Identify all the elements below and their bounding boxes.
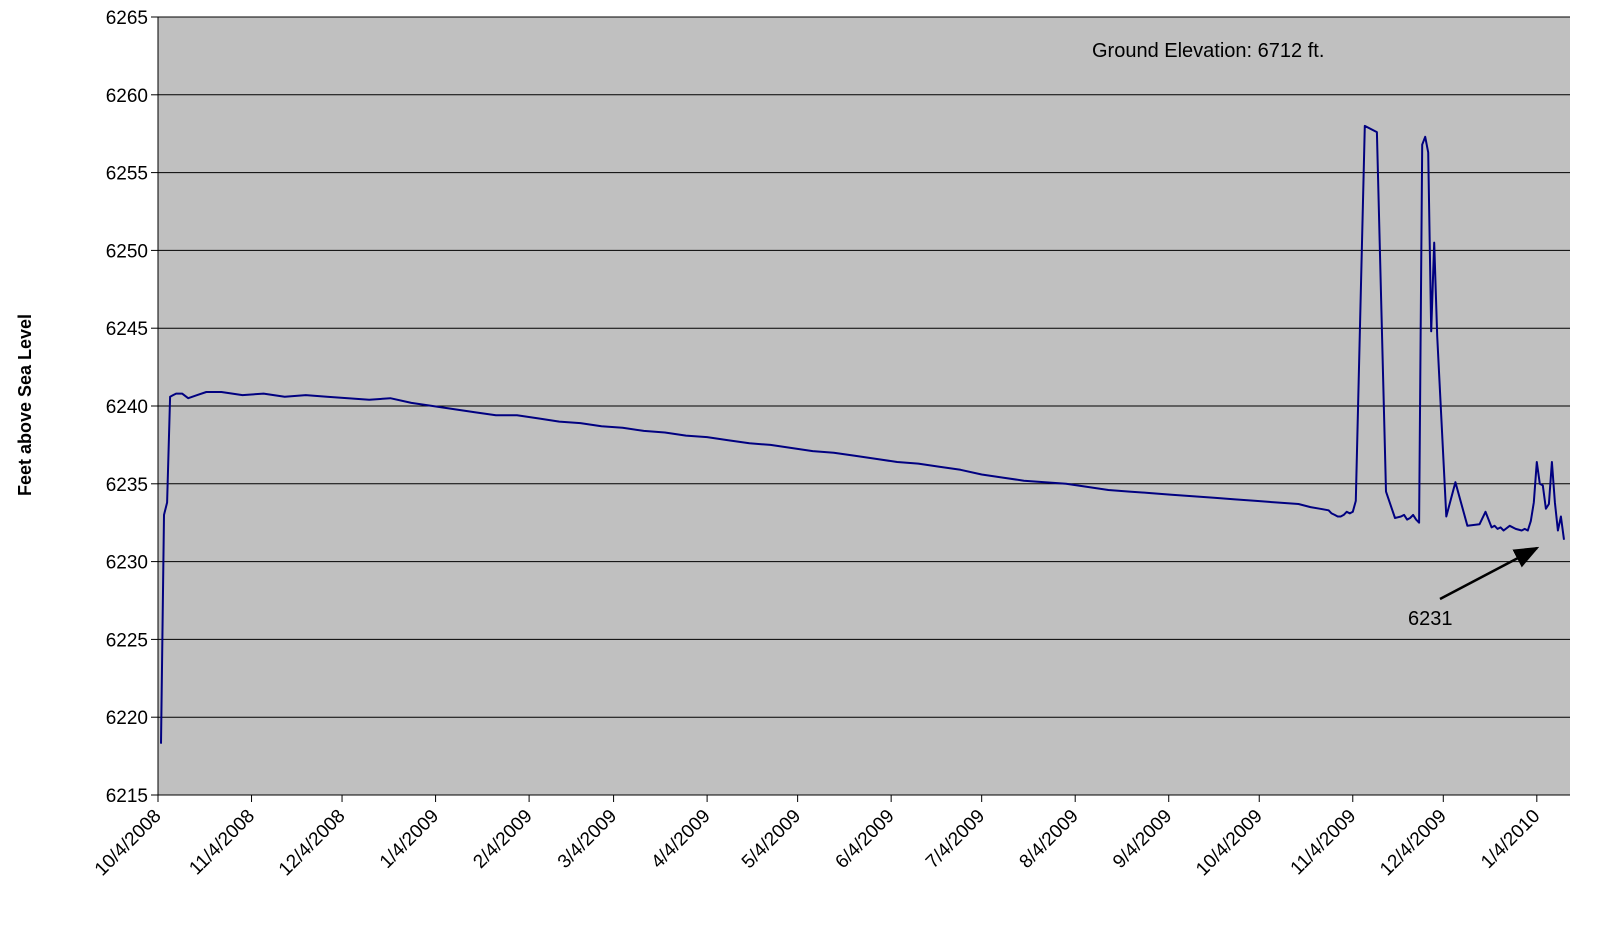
x-tick-label: 12/4/2008	[275, 806, 350, 881]
ground-elevation-annotation: Ground Elevation: 6712 ft.	[1092, 40, 1324, 62]
y-axis-ticks: 6215 6220 6225 6230 6235 6240 6245 6250 6255 6260…	[106, 8, 158, 807]
x-tick-label: 10/4/2008	[91, 806, 166, 881]
x-tick-label: 8/4/2009	[1016, 806, 1083, 873]
x-tick-label: 7/4/2009	[922, 806, 989, 873]
y-axis-title: Feet above Sea Level	[15, 314, 35, 496]
x-tick-label: 1/4/2009	[376, 806, 443, 873]
y-tick-label: 6250	[106, 241, 148, 262]
y-tick-label: 6225	[106, 630, 148, 651]
y-tick-label: 6265	[106, 8, 148, 29]
y-tick-label: 6215	[106, 786, 148, 807]
last-value-annotation: 6231	[1408, 608, 1453, 630]
x-tick-label: 1/4/2010	[1477, 806, 1544, 873]
x-tick-label: 9/4/2009	[1109, 806, 1176, 873]
x-tick-label: 3/4/2009	[554, 806, 621, 873]
x-tick-label: 2/4/2009	[469, 806, 536, 873]
y-tick-label: 6245	[106, 319, 148, 340]
x-tick-label: 11/4/2009	[1287, 806, 1361, 880]
y-tick-label: 6235	[106, 475, 148, 496]
y-tick-label: 6240	[106, 397, 148, 418]
x-tick-label: 10/4/2009	[1192, 806, 1267, 881]
x-tick-label: 12/4/2009	[1376, 806, 1451, 881]
x-tick-label: 6/4/2009	[832, 806, 899, 873]
y-tick-label: 6220	[106, 708, 148, 729]
x-axis-ticks: 10/4/2008 11/4/2008 12/4/2008 1/4/2009 2/4/2…	[91, 795, 1544, 880]
x-tick-label: 11/4/2008	[185, 806, 259, 880]
x-tick-label: 4/4/2009	[647, 806, 714, 873]
annotation-arrow	[1439, 546, 1540, 601]
x-tick-label: 5/4/2009	[738, 806, 805, 873]
y-tick-label: 6255	[106, 164, 148, 185]
y-tick-label: 6260	[106, 86, 148, 107]
series-line	[160, 124, 1565, 744]
gridlines	[158, 16, 1570, 718]
y-tick-label: 6230	[106, 553, 148, 574]
